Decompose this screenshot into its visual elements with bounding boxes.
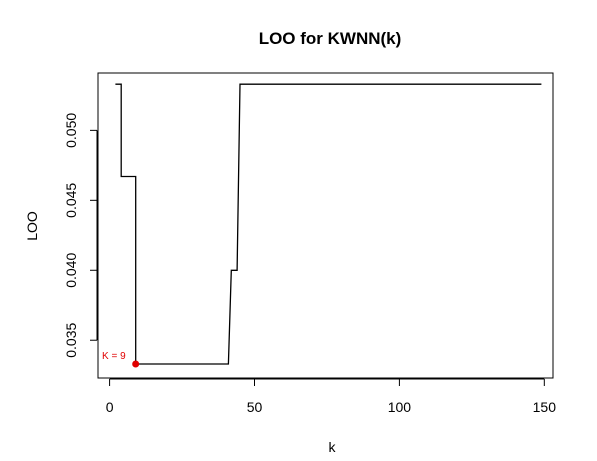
y-tick-label: 0.045 bbox=[63, 183, 79, 218]
x-axis: 0 50 100 150 bbox=[106, 378, 557, 415]
y-axis: 0.035 0.040 0.045 0.050 bbox=[63, 113, 98, 358]
chart-title: LOO for KWNN(k) bbox=[259, 29, 402, 48]
y-tick-label: 0.035 bbox=[63, 323, 79, 358]
y-tick-label: 0.050 bbox=[63, 113, 79, 148]
x-tick-label: 0 bbox=[106, 399, 114, 415]
loo-series-line bbox=[115, 83, 542, 365]
plot-frame bbox=[97, 72, 554, 379]
x-axis-label: k bbox=[329, 439, 337, 455]
x-tick-label: 100 bbox=[388, 399, 412, 415]
x-tick-label: 150 bbox=[533, 399, 557, 415]
optimal-k-point bbox=[132, 360, 140, 368]
optimal-k-label: K = 9 bbox=[102, 351, 126, 362]
y-tick-label: 0.040 bbox=[63, 253, 79, 288]
y-axis-label: LOO bbox=[24, 211, 40, 241]
x-tick-label: 50 bbox=[247, 399, 263, 415]
